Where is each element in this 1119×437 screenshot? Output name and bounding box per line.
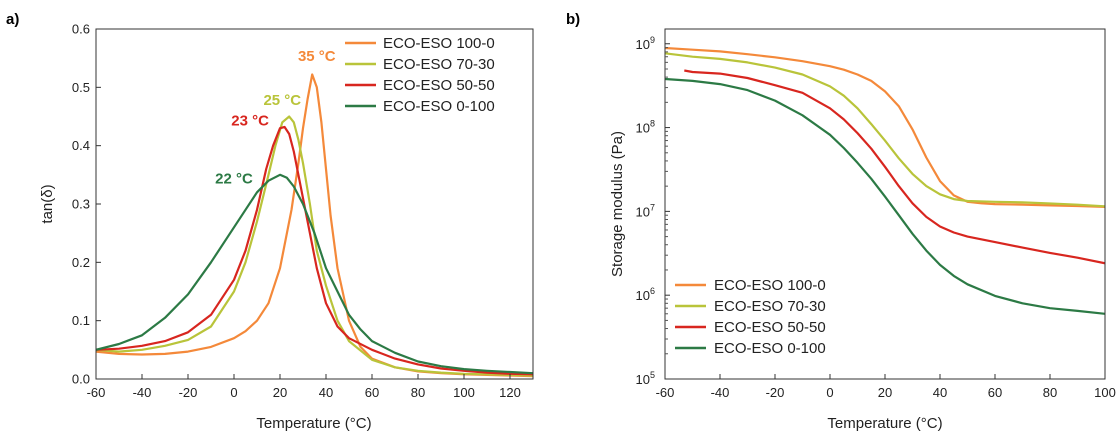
- panel-a-legend-label-eco-eso-70-30: ECO-ESO 70-30: [383, 56, 495, 73]
- panel-b-x-axis-label: Temperature (°C): [827, 415, 942, 432]
- panel-b-x-tick-label: 60: [988, 385, 1002, 400]
- panel-b-series-line-eco-eso-70-30: [665, 52, 1105, 208]
- panel-a-y-tick-label: 0.4: [72, 138, 90, 153]
- panel-a-peak-annotation: 25 °C: [263, 92, 301, 109]
- panel-a-y-tick-label: 0.5: [72, 80, 90, 95]
- panel-a-x-tick-label: 20: [273, 385, 287, 400]
- panel-b-series-line-eco-eso-100-0: [665, 46, 1105, 208]
- panel-a-annotations: 35 °C 25 °C 23 °C 22 °C: [215, 48, 336, 188]
- panel-b-x-tick-label: 0: [826, 385, 833, 400]
- panel-a-series-line-eco-eso-100-0: [96, 73, 533, 378]
- panel-b-y-tick-label: 105: [636, 370, 655, 387]
- panel-a-y-tick-label: 0.1: [72, 313, 90, 328]
- panel-a-peak-annotation: 22 °C: [215, 171, 253, 188]
- panel-b-x-tick-label: -40: [711, 385, 730, 400]
- panel-a-legend-label-eco-eso-0-100: ECO-ESO 0-100: [383, 98, 495, 115]
- panel-b-y-axis-label: Storage modulus (Pa): [609, 131, 626, 277]
- panel-b-x-axis: -60 -40 -20 0 20 40 60 80 100: [656, 374, 1116, 400]
- panel-a-y-axis: 0.0 0.1 0.2 0.3 0.4 0.5 0.6: [72, 22, 101, 387]
- panel-a-x-tick-label: 60: [365, 385, 379, 400]
- panel-b-y-tick-label: 107: [636, 202, 655, 219]
- panel-a-legend: ECO-ESO 100-0 ECO-ESO 70-30 ECO-ESO 50-50 E…: [345, 35, 495, 115]
- panel-a-y-tick-label: 0.3: [72, 197, 90, 212]
- panel-a-x-tick-label: -60: [87, 385, 106, 400]
- panel-a-x-axis: -60 -40 -20 0 20 40 60 80 100 120: [87, 374, 521, 400]
- panel-a-x-tick-label: -40: [133, 385, 152, 400]
- panel-a-x-tick-label: 120: [499, 385, 521, 400]
- panel-a-legend-label-eco-eso-50-50: ECO-ESO 50-50: [383, 77, 495, 94]
- panel-b-legend: ECO-ESO 100-0 ECO-ESO 70-30 ECO-ESO 50-50 E…: [675, 277, 826, 357]
- panel-a-x-tick-label: 0: [230, 385, 237, 400]
- panel-a-x-tick-label: 40: [319, 385, 333, 400]
- panel-a-peak-annotation: 35 °C: [298, 48, 336, 65]
- panel-a-series-line-eco-eso-70-30: [96, 115, 533, 377]
- panel-b-y-tick-label: 108: [636, 119, 655, 136]
- panel-b-x-tick-label: 100: [1094, 385, 1116, 400]
- panel-a-x-tick-label: 80: [411, 385, 425, 400]
- panel-b-x-tick-label: 80: [1043, 385, 1057, 400]
- panel-a-y-axis-label: tan(δ): [39, 184, 56, 223]
- panel-b-x-tick-label: 40: [933, 385, 947, 400]
- panel-a-series-line-eco-eso-0-100: [96, 173, 533, 375]
- panel-b-series-line-eco-eso-50-50: [684, 69, 1105, 265]
- panel-b-y-tick-label: 109: [636, 35, 655, 52]
- panel-a-y-tick-label: 0.0: [72, 372, 90, 387]
- panel-a-y-tick-label: 0.6: [72, 22, 90, 37]
- panel-a-legend-label-eco-eso-100-0: ECO-ESO 100-0: [383, 35, 495, 52]
- panel-b-y-tick-label: 106: [636, 286, 655, 303]
- panel-a-peak-annotation: 23 °C: [231, 112, 269, 129]
- panel-b-x-tick-label: -60: [656, 385, 675, 400]
- panel-b-series-group: [665, 46, 1105, 315]
- panel-b-storage-modulus-chart: b) -60 -40 -20 0 20 40 60 80 100 105 106 107 108 109…: [566, 11, 1116, 432]
- panel-a-x-tick-label: 100: [453, 385, 475, 400]
- panel-a-label: a): [6, 11, 19, 28]
- panel-a-y-tick-label: 0.2: [72, 255, 90, 270]
- panel-b-y-axis: 105 106 107 108 109: [636, 35, 670, 387]
- panel-b-label: b): [566, 11, 580, 28]
- panel-a-series-line-eco-eso-50-50: [96, 125, 533, 376]
- panel-a-x-axis-label: Temperature (°C): [256, 415, 371, 432]
- panel-b-legend-label-eco-eso-50-50: ECO-ESO 50-50: [714, 319, 826, 336]
- panel-b-x-tick-label: 20: [878, 385, 892, 400]
- panel-a-tan-delta-chart: a) -60 -40 -20 0 20 40 60 80 100 120 0.0 0.1 0.2 0.3…: [6, 11, 534, 432]
- panel-b-legend-label-eco-eso-0-100: ECO-ESO 0-100: [714, 340, 826, 357]
- panel-b-x-tick-label: -20: [766, 385, 785, 400]
- panel-a-series-group: [96, 73, 533, 378]
- panel-b-legend-label-eco-eso-70-30: ECO-ESO 70-30: [714, 298, 826, 315]
- panel-b-legend-label-eco-eso-100-0: ECO-ESO 100-0: [714, 277, 826, 294]
- panel-b-series-line-eco-eso-0-100: [665, 77, 1105, 315]
- panel-a-x-tick-label: -20: [179, 385, 198, 400]
